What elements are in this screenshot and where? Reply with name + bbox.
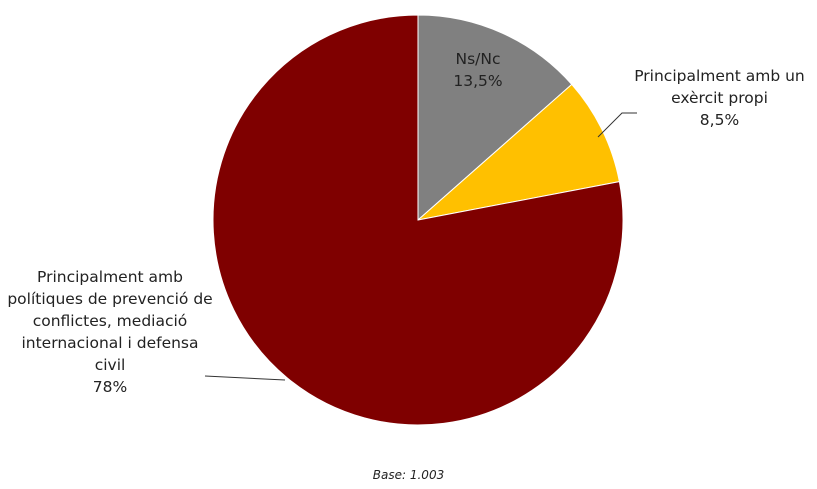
value-label: 13,5% [453, 72, 503, 90]
pie-slice [416, 83, 620, 221]
category-label: Principalment amb polítiques de prevenci… [7, 268, 213, 374]
pie-slice [212, 14, 624, 426]
category-label: Principalment amb un exèrcit propi [634, 67, 805, 107]
leader-line [597, 112, 637, 138]
pie-slice [417, 14, 573, 222]
value-label: 8,5% [699, 111, 740, 129]
slice-label: Ns/Nc 13,5% [428, 48, 528, 92]
value-label: 78% [92, 378, 128, 396]
category-label: Ns/Nc [455, 50, 501, 68]
leader-line [204, 375, 286, 381]
note: Base: 1.003 [372, 468, 445, 482]
slice-label: Principalment amb polítiques de prevenci… [5, 266, 215, 398]
slice-label: Principalment amb un exèrcit propi 8,5% [622, 65, 817, 131]
